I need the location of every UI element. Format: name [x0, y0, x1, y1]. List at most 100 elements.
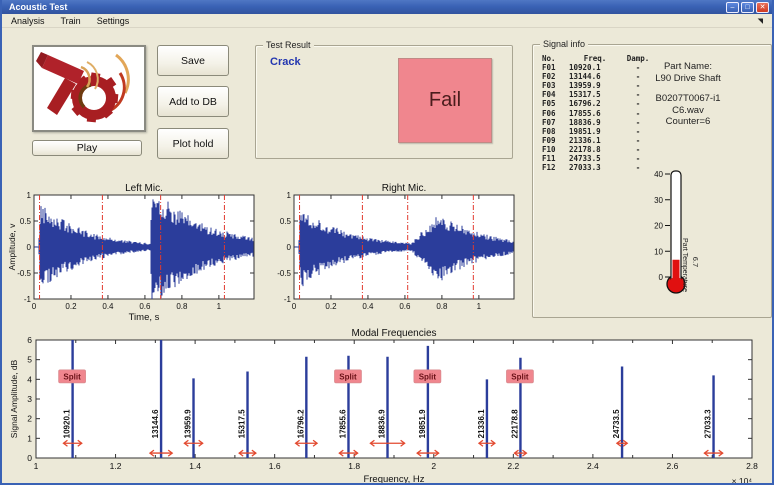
svg-text:16796.2: 16796.2 — [296, 409, 305, 438]
maximize-icon[interactable]: □ — [741, 1, 754, 13]
modal-frequencies-plot: 1 1.2 1.4 1.6 1.8 2 2.2 2.4 2.6 2.8012345610920.1… — [9, 328, 758, 484]
svg-text:Modal Frequencies: Modal Frequencies — [351, 328, 436, 339]
svg-text:6.7: 6.7 — [691, 257, 700, 267]
wav-file: C6.wav — [672, 104, 704, 116]
svg-text:0: 0 — [27, 453, 32, 463]
frequency-table: No. Freq. Damp. F01 10920.1- F02 13144.6- F0… — [542, 54, 662, 172]
svg-text:1: 1 — [27, 433, 32, 443]
svg-text:Split: Split — [63, 372, 81, 381]
menu-train[interactable]: Train — [60, 15, 81, 26]
svg-text:0.8: 0.8 — [176, 302, 188, 311]
svg-text:0.6: 0.6 — [399, 302, 411, 311]
svg-text:4: 4 — [27, 374, 32, 384]
svg-text:2.2: 2.2 — [507, 461, 519, 471]
svg-text:18836.9: 18836.9 — [378, 409, 387, 438]
svg-text:2.8: 2.8 — [746, 461, 758, 471]
save-button[interactable]: Save — [157, 45, 229, 76]
svg-text:1: 1 — [287, 191, 292, 200]
svg-text:0.5: 0.5 — [280, 217, 292, 226]
part-name-value: L90 Drive Shaft — [655, 72, 721, 84]
svg-text:0: 0 — [27, 243, 32, 252]
part-name-label: Part Name: — [663, 61, 713, 72]
frequency-table-row: F09 21336.1- — [542, 135, 641, 145]
svg-text:1.6: 1.6 — [269, 461, 281, 471]
frequency-table-row: F06 17855.6- — [542, 108, 641, 118]
svg-text:Amplitude, v: Amplitude, v — [7, 223, 17, 271]
close-icon[interactable]: ✕ — [756, 1, 769, 13]
hammer-gear-icon — [36, 52, 130, 123]
svg-text:-0.5: -0.5 — [17, 269, 31, 278]
svg-text:-1: -1 — [24, 295, 32, 304]
verdict-indicator: Fail — [398, 58, 492, 143]
add-to-db-button[interactable]: Add to DB — [157, 86, 229, 117]
frequency-table-row: F12 27033.3- — [542, 163, 641, 173]
svg-text:-0.5: -0.5 — [277, 269, 291, 278]
svg-text:15317.5: 15317.5 — [238, 409, 247, 438]
window-title: Acoustic Test — [9, 2, 68, 12]
svg-text:Signal Amplitude, dB: Signal Amplitude, dB — [9, 359, 19, 438]
svg-text:0: 0 — [292, 302, 297, 311]
signal-info-panel: Signal info No. Freq. Damp. F01 10920.1- F… — [532, 39, 772, 318]
menu-bar: Analysis Train Settings ◥ — [2, 14, 772, 28]
svg-text:30: 30 — [654, 196, 663, 205]
frequency-table-row: F01 10920.1- — [542, 63, 641, 73]
minimize-icon[interactable]: – — [726, 1, 739, 13]
svg-text:24733.5: 24733.5 — [612, 409, 621, 438]
svg-text:27033.3: 27033.3 — [704, 409, 713, 438]
svg-text:1.4: 1.4 — [189, 461, 201, 471]
svg-text:3: 3 — [27, 394, 32, 404]
frequency-table-row: F05 16796.2- — [542, 99, 641, 109]
svg-text:-1: -1 — [284, 295, 292, 304]
play-button[interactable]: Play — [32, 140, 142, 156]
right-mic-plot: 0 0.2 0.4 0.6 0.8 1 1 0.5 0 -0.5 -1 Right Mic. — [277, 183, 515, 311]
svg-text:1: 1 — [217, 302, 222, 311]
part-id: B0207T0067-i1 — [655, 93, 721, 104]
svg-text:22178.8: 22178.8 — [510, 409, 519, 438]
test-result-title: Test Result — [263, 40, 314, 50]
part-info: Part Name: L90 Drive Shaft B0207T0067-i1… — [628, 61, 748, 128]
test-result-panel: Test Result Crack Fail — [255, 40, 513, 159]
svg-text:Time, s: Time, s — [129, 312, 160, 323]
svg-text:× 10⁴: × 10⁴ — [732, 476, 753, 484]
svg-text:13144.6: 13144.6 — [151, 409, 160, 438]
svg-text:0.8: 0.8 — [436, 302, 448, 311]
svg-text:Split: Split — [419, 372, 437, 381]
svg-text:Split: Split — [339, 372, 357, 381]
frequency-table-row: F04 15317.5- — [542, 90, 641, 100]
counter: Counter=6 — [665, 116, 711, 127]
menu-overflow-icon[interactable]: ◥ — [757, 17, 763, 25]
svg-text:17855.6: 17855.6 — [338, 409, 347, 438]
svg-text:Frequency, Hz: Frequency, Hz — [363, 474, 424, 484]
svg-text:21336.1: 21336.1 — [477, 409, 486, 438]
plot-hold-button[interactable]: Plot hold — [157, 128, 229, 159]
frequency-table-row: F07 18836.9- — [542, 117, 641, 127]
logo-image — [32, 45, 146, 132]
frequency-table-row: F11 24733.5- — [542, 154, 641, 164]
svg-text:20: 20 — [654, 222, 663, 231]
frequency-table-row: F10 22178.8- — [542, 144, 641, 154]
part-temperature-gauge: 0 10 20 30 40 Part Temperature 6.7 — [654, 170, 700, 294]
svg-text:2.4: 2.4 — [587, 461, 599, 471]
frequency-table-row: F03 13959.9- — [542, 81, 641, 91]
svg-text:0.2: 0.2 — [325, 302, 337, 311]
svg-text:0.4: 0.4 — [102, 302, 114, 311]
classification-label: Crack — [270, 56, 301, 68]
svg-text:0: 0 — [32, 302, 37, 311]
menu-settings[interactable]: Settings — [96, 15, 130, 26]
svg-text:0.6: 0.6 — [139, 302, 151, 311]
svg-text:6: 6 — [27, 335, 32, 345]
svg-text:1: 1 — [477, 302, 482, 311]
svg-text:1.2: 1.2 — [110, 461, 122, 471]
svg-text:Right Mic.: Right Mic. — [382, 183, 426, 194]
menu-analysis[interactable]: Analysis — [11, 15, 45, 26]
svg-text:0.4: 0.4 — [362, 302, 374, 311]
title-bar[interactable]: Acoustic Test – □ ✕ — [2, 0, 772, 14]
svg-text:1: 1 — [34, 461, 39, 471]
frequency-table-header: No. Freq. Damp. — [542, 54, 650, 63]
svg-text:13959.9: 13959.9 — [184, 409, 193, 438]
svg-text:Left Mic.: Left Mic. — [125, 183, 163, 194]
svg-text:5: 5 — [27, 355, 32, 365]
svg-text:Split: Split — [511, 372, 529, 381]
svg-text:10920.1: 10920.1 — [63, 409, 72, 438]
